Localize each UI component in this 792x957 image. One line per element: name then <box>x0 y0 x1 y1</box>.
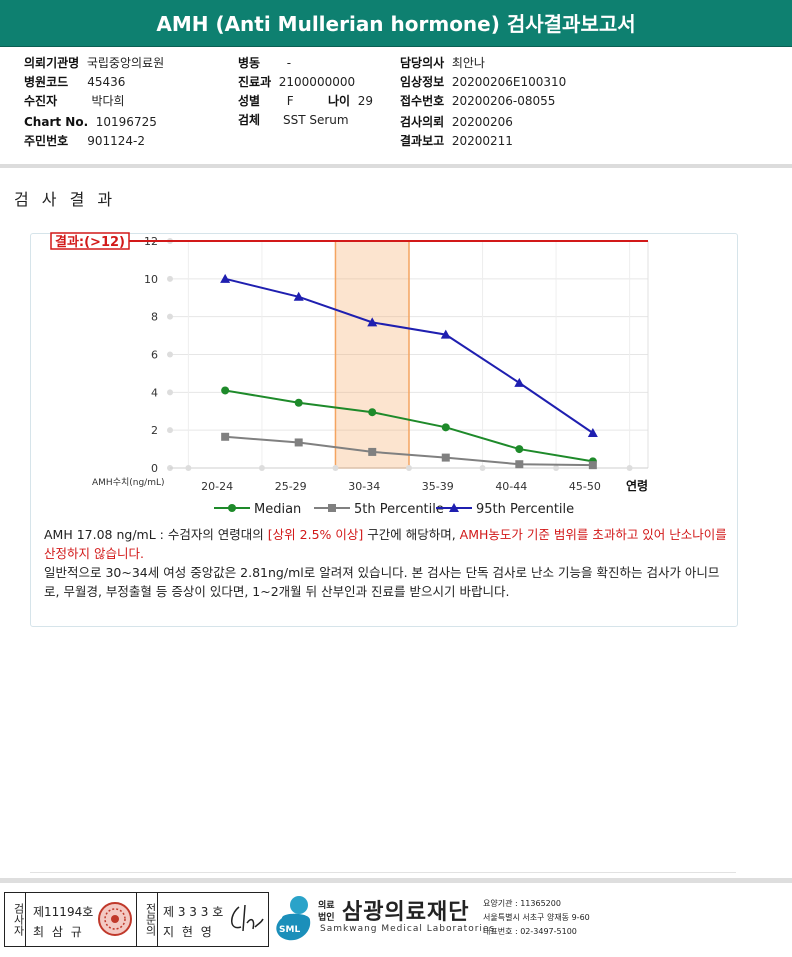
org-address: 서울특별시 서초구 양재동 9-60 <box>483 913 590 922</box>
comment-line-1: AMH 17.08 ng/mL : 수검자의 연령대의 [상위 2.5% 이상]… <box>44 527 727 561</box>
report-date-row: 결과보고 20200211 <box>400 134 513 148</box>
specialist-label: 전문의 <box>136 893 158 946</box>
org-name: 삼광의료재단 <box>342 900 470 925</box>
signature-icon <box>231 904 264 932</box>
footer-divider <box>0 878 792 883</box>
result-comment: AMH 17.08 ng/mL : 수검자의 연령대의 [상위 2.5% 이상]… <box>44 525 734 601</box>
department-row: 진료과 2100000000 <box>238 75 356 89</box>
specialist-name: 지 현 영 <box>163 925 214 939</box>
specialist-no: 제 3 3 3 호 <box>163 905 224 919</box>
specimen-row: 검체 SST Serum <box>238 113 349 127</box>
sml-logo-area: SML 의료법인 삼광의료재단 Samkwang Medical Laborat… <box>270 892 790 947</box>
org-phone: 대표번호 : 02-3497-5100 <box>483 927 577 936</box>
section-title: 검 사 결 과 <box>14 190 117 209</box>
receipt-no-row: 접수번호 20200206-08055 <box>400 94 556 108</box>
ward-row: 병동 - <box>238 56 292 70</box>
chart-no-row: Chart No. 10196725 <box>24 115 157 129</box>
sml-logo-text: SML <box>279 925 300 935</box>
footer-line <box>30 872 736 873</box>
doctor-row: 담당의사 최안나 <box>400 56 485 70</box>
examiner-name: 최 삼 규 <box>33 925 84 939</box>
age-row: 나이 29 <box>328 94 374 108</box>
clinical-info-row: 임상정보 20200206E100310 <box>400 75 567 89</box>
request-date-row: 검사의뢰 20200206 <box>400 115 513 129</box>
examiner-seal-icon <box>98 902 132 936</box>
patient-info: 의뢰기관명 국립중앙의료원 병원코드 45436 수진자 박다희 Chart N… <box>0 50 792 162</box>
institution-row: 의뢰기관명 국립중앙의료원 <box>24 56 165 70</box>
patient-row: 수진자 박다희 <box>24 94 125 108</box>
header-divider <box>0 164 792 168</box>
comment-line-2: 일반적으로 30~34세 여성 중앙값은 2.81ng/ml로 알려져 있습니다… <box>44 565 720 599</box>
examiner-no: 제11194호 <box>33 905 94 919</box>
sex-row: 성별 F <box>238 94 294 108</box>
org-type: 의료법인 <box>318 901 335 923</box>
signature-box: 검사자 제11194호 최 삼 규 전문의 제 3 3 3 호 지 현 영 <box>4 892 269 947</box>
resident-no-row: 주민번호 901124-2 <box>24 134 146 148</box>
sml-logo-icon: SML <box>276 896 311 941</box>
org-name-en: Samkwang Medical Laboratories <box>320 924 496 934</box>
report-title: AMH (Anti Mullerian hormone) 검사결과보고서 <box>0 0 792 47</box>
hospital-code-row: 병원코드 45436 <box>24 75 126 89</box>
examiner-label: 검사자 <box>5 893 26 946</box>
org-code: 요양기관 : 11365200 <box>483 899 561 908</box>
